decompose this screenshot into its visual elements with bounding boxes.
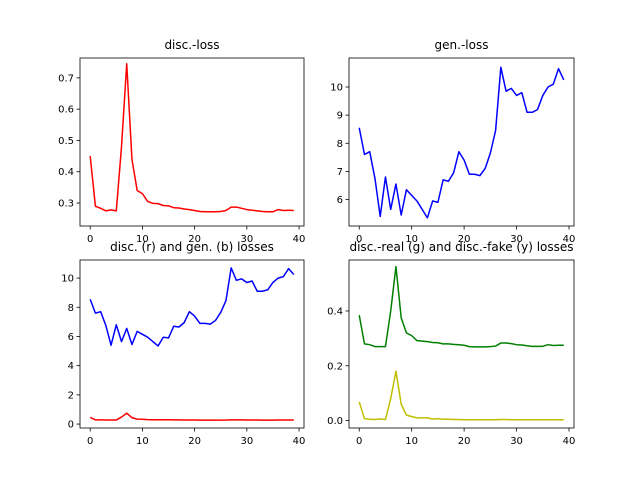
x-tick-label: 30 <box>240 436 253 447</box>
series-line-2 <box>89 412 294 421</box>
x-tick-label: 0 <box>356 234 362 245</box>
x-tick-label: 40 <box>563 436 576 447</box>
y-tick-label: 0.7 <box>58 73 74 84</box>
series-line-1 <box>358 66 565 219</box>
x-tick-label: 40 <box>563 234 576 245</box>
series-line-1 <box>89 63 294 213</box>
y-tick-label: 0.5 <box>58 136 74 147</box>
subplot-title: gen.-loss <box>435 38 489 52</box>
x-tick-label: 20 <box>458 234 471 245</box>
x-tick-label: 30 <box>240 234 253 245</box>
y-tick-label: 0.4 <box>58 167 74 178</box>
x-tick-label: 0 <box>87 234 93 245</box>
y-tick-label: 0.6 <box>58 105 74 116</box>
x-tick-label: 30 <box>510 234 523 245</box>
series-line-1 <box>358 265 564 348</box>
x-tick-label: 20 <box>188 234 201 245</box>
subplot-4: 0 10 20 30 40 0.0 0.2 0.4 disc.-real (g) and dis… <box>327 240 575 447</box>
y-tick-label: 8 <box>337 139 343 150</box>
y-tick-label: 0.3 <box>58 199 74 210</box>
y-tick-label: 0.4 <box>327 306 343 317</box>
subplot-title: disc.-loss <box>164 38 219 52</box>
y-tick-label: 0.2 <box>327 361 343 372</box>
y-tick-label: 6 <box>68 332 74 343</box>
x-tick-label: 0 <box>356 436 362 447</box>
series-line-1 <box>89 267 295 347</box>
y-tick-label: 0.0 <box>327 416 343 427</box>
x-tick-label: 10 <box>136 436 149 447</box>
axes-frame <box>348 57 575 227</box>
y-tick-label: 10 <box>61 274 74 285</box>
y-tick-label: 10 <box>330 82 343 93</box>
y-tick-label: 0 <box>68 420 74 431</box>
x-tick-label: 0 <box>87 436 93 447</box>
subplot-1: 0 10 20 30 40 0.3 0.4 0.5 0.6 0.7 disc.-loss <box>58 38 305 245</box>
x-tick-label: 10 <box>136 234 149 245</box>
axes-frame <box>79 259 305 429</box>
x-tick-label: 10 <box>405 234 418 245</box>
y-tick-label: 9 <box>337 111 343 122</box>
subplot-title: disc.-real (g) and disc.-fake (y) losses <box>349 240 573 254</box>
x-tick-label: 10 <box>405 436 418 447</box>
x-tick-label: 40 <box>293 234 306 245</box>
x-tick-label: 20 <box>458 436 471 447</box>
axes-frame <box>348 259 575 429</box>
axes-frame <box>79 57 305 227</box>
series-line-2 <box>358 370 564 421</box>
y-tick-label: 2 <box>68 390 74 401</box>
subplot-2: 0 10 20 30 40 6 7 8 9 10 gen.-loss <box>330 38 575 245</box>
y-tick-label: 6 <box>337 195 343 206</box>
y-tick-label: 7 <box>337 167 343 178</box>
y-tick-label: 4 <box>68 361 74 372</box>
x-tick-label: 20 <box>188 436 201 447</box>
subplot-3: 0 10 20 30 40 0 2 4 6 8 10 disc. (r) and gen. (b) l… <box>61 240 305 447</box>
y-tick-label: 8 <box>68 303 74 314</box>
subplot-title: disc. (r) and gen. (b) losses <box>110 240 274 254</box>
x-tick-label: 40 <box>293 436 306 447</box>
x-tick-label: 30 <box>510 436 523 447</box>
